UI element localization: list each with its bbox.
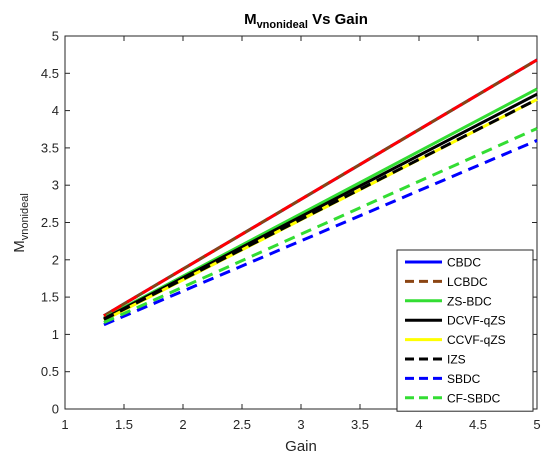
series-line-izs [103, 98, 538, 321]
legend-box [396, 249, 534, 412]
legend-label: CF-SBDC [447, 391, 501, 405]
series-line-lcbdc [103, 58, 538, 318]
legend-label: CBDC [447, 256, 481, 270]
y-tick-label: 1 [52, 327, 59, 342]
x-tick-label: 5 [533, 417, 540, 432]
x-tick-label: 4.5 [469, 417, 487, 432]
y-tick-label: 0 [52, 402, 59, 417]
legend-label: LCBDC [447, 275, 488, 289]
x-tick-label: 4 [415, 417, 422, 432]
x-axis-label: Gain [285, 438, 317, 455]
y-axis-label: Mvnonideal [11, 193, 31, 253]
y-tick-label: 2.5 [41, 215, 59, 230]
y-tick-label: 1.5 [41, 290, 59, 305]
title-main: M [244, 11, 257, 28]
y-tick-label: 3.5 [41, 140, 59, 155]
y-tick-label: 3 [52, 178, 59, 193]
x-tick-label: 3 [297, 417, 304, 432]
legend-label: IZS [447, 353, 466, 367]
legend-label: SBDC [447, 372, 481, 386]
y-tick-label: 5 [52, 29, 59, 44]
series-overlay-line [103, 58, 538, 318]
legend: CBDC LCBDC ZS-BDC DCVF-qZS CCVF-qZS IZS SBDC CF… [396, 249, 534, 412]
legend-label: CCVF-qZS [447, 333, 506, 347]
x-tick-label: 2 [179, 417, 186, 432]
legend-label: ZS-BDC [447, 294, 492, 308]
x-tick-label: 2.5 [233, 417, 251, 432]
y-tick-label: 0.5 [41, 364, 59, 379]
y-label-subscript: vnonideal [19, 193, 31, 240]
legend-label: DCVF-qZS [447, 314, 506, 328]
title-rest: Vs Gain [308, 11, 368, 28]
plot-area: 1 1.5 2 2.5 3 3.5 4 4.5 5 0 0.5 1 1.5 2 2.5 3 3.5 4 4.5 5 [41, 29, 541, 433]
chart-title: Mvnonideal Vs Gain [244, 11, 368, 31]
y-tick-label: 2 [52, 252, 59, 267]
y-tick-label: 4.5 [41, 66, 59, 81]
series-line-cf-sbdc [103, 127, 538, 324]
y-tick-label: 4 [52, 103, 59, 118]
x-tick-label: 1.5 [115, 417, 133, 432]
x-tick-label: 1 [61, 417, 68, 432]
x-tick-label: 3.5 [351, 417, 369, 432]
title-subscript: vnonideal [257, 19, 308, 31]
y-label-main: M [11, 240, 28, 253]
series-line-sbdc [103, 139, 538, 327]
